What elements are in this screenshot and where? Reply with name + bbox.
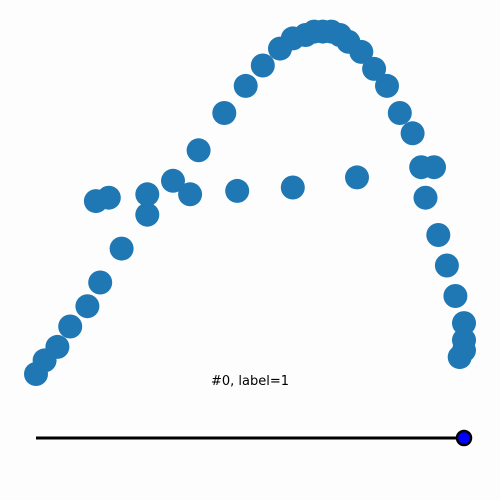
scatter-point xyxy=(387,101,412,125)
scatter-point xyxy=(413,185,438,210)
slider-handle[interactable] xyxy=(455,429,473,447)
scatter-point xyxy=(58,314,83,339)
scatter-point xyxy=(280,175,305,200)
sample-caption: #0, label=1 xyxy=(210,374,290,389)
scatter-point xyxy=(434,253,459,278)
scatter-point xyxy=(443,284,468,308)
scatter-point xyxy=(452,311,476,336)
scatter-point xyxy=(233,73,258,98)
scatter-point xyxy=(345,165,369,190)
scatter-plot xyxy=(24,19,476,386)
scatter-point xyxy=(135,202,160,227)
scatter-point xyxy=(447,345,472,370)
scatter-point xyxy=(212,101,237,125)
scatter-point xyxy=(426,223,451,247)
scatter-point xyxy=(422,155,446,180)
scatter-point xyxy=(178,182,203,207)
scatter-point xyxy=(45,334,70,359)
scatter-point xyxy=(135,182,160,207)
scatter-point xyxy=(400,121,425,146)
scatter-point xyxy=(75,294,100,319)
scatter-point xyxy=(225,178,250,203)
scatter-point xyxy=(186,138,211,163)
scatter-point xyxy=(375,73,399,98)
scatter-point xyxy=(109,236,134,261)
scatter-point xyxy=(349,39,374,64)
scatter-point xyxy=(96,185,121,210)
scatter-point xyxy=(250,53,275,78)
scatter-point xyxy=(88,270,113,295)
scatter-point xyxy=(362,56,387,81)
scatter-point xyxy=(161,168,185,193)
